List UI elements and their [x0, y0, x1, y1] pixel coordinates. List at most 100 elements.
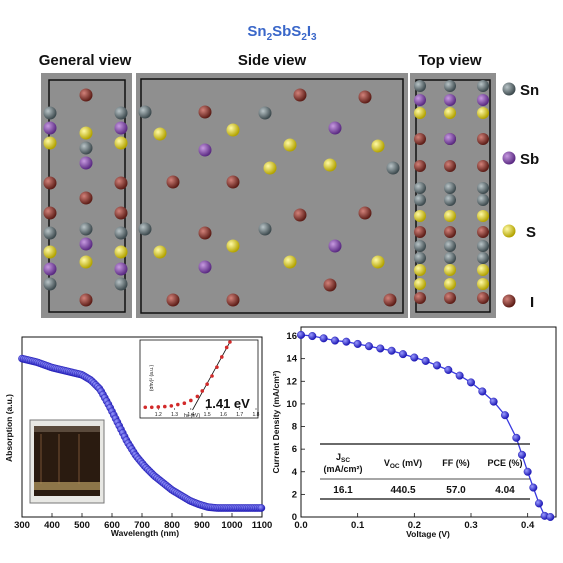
atom-s [79, 255, 93, 269]
jv-y-tick-label: 6 [292, 444, 297, 455]
absorption-x-tick-label: 900 [194, 520, 210, 531]
tauc-data-point [224, 345, 229, 350]
jv-y-tick-label: 14 [286, 354, 297, 365]
atom-i [414, 226, 426, 238]
absorption-x-tick-label: 500 [74, 520, 90, 531]
atom-s [477, 107, 489, 119]
atom-s [283, 138, 297, 152]
atom-sb [43, 262, 57, 276]
atom-i [444, 292, 456, 304]
atom-s [153, 127, 167, 141]
atom-i [79, 191, 93, 205]
jv-data-point [399, 350, 408, 359]
tauc-data-point [149, 405, 154, 410]
absorption-x-tick-label: 400 [44, 520, 60, 531]
jv-data-point [518, 450, 527, 459]
tauc-data-point [210, 374, 214, 378]
atom-i [477, 133, 489, 145]
jv-data-point [365, 342, 374, 351]
jv-y-tick-label: 2 [292, 489, 297, 500]
absorption-x-tick-label: 1000 [221, 520, 242, 531]
atom-i [444, 160, 456, 172]
atom-i [358, 206, 372, 220]
atom-sn [444, 240, 456, 252]
tauc-data-point [220, 355, 224, 359]
jv-y-tick-label: 4 [292, 467, 298, 478]
jv-x-label: Voltage (V) [406, 529, 450, 539]
atom-sb [444, 94, 456, 106]
atom-sn [138, 222, 152, 236]
atom-s [43, 245, 57, 259]
tauc-data-point [163, 404, 167, 409]
atom-sn [477, 252, 489, 264]
jv-data-point [444, 365, 453, 374]
legend-label-i: I [530, 294, 534, 311]
tauc-data-point [228, 340, 232, 344]
atom-s [414, 107, 426, 119]
legend-swatch-i [502, 294, 516, 308]
table-header-jsc: JSC [336, 452, 350, 464]
table-value-voc: 440.5 [390, 485, 415, 496]
jv-data-point [501, 411, 510, 420]
atom-s [153, 245, 167, 259]
atom-i [198, 105, 212, 119]
jv-y-tick-label: 12 [286, 376, 297, 387]
jv-data-point [297, 330, 306, 339]
general-view-panel [41, 73, 132, 318]
atom-i [226, 175, 240, 189]
atom-s [283, 255, 297, 269]
jv-y-tick-label: 8 [292, 422, 297, 433]
atom-s [444, 278, 456, 290]
atom-sn [258, 106, 272, 120]
atom-sn [444, 182, 456, 194]
table-header-pce: PCE (%) [487, 458, 522, 468]
jv-data-point [331, 336, 340, 345]
general-view-label: General view [39, 52, 132, 69]
top-view-label: Top view [418, 52, 481, 69]
jv-data-point [319, 334, 328, 343]
atom-i [198, 226, 212, 240]
atom-s [444, 210, 456, 222]
tauc-inset: 1.2 1.3 1.4 1.5 1.6 1.7 1.8 1.41 eV (αhν)² (a.… [139, 339, 260, 419]
jv-data-point [421, 356, 430, 365]
tauc-data-point [195, 394, 200, 399]
atom-sb [114, 121, 128, 135]
atom-s [323, 158, 337, 172]
atom-s [263, 161, 277, 175]
atom-sn [414, 240, 426, 252]
atom-s [477, 210, 489, 222]
atom-i [414, 133, 426, 145]
jv-y-label: Current Density (mA/cm²) [271, 370, 281, 473]
legend-label-sn: Sn [520, 82, 539, 99]
atom-legend: Sn Sb S I [502, 82, 539, 311]
legend-swatch-sb [502, 151, 516, 165]
atom-sn [414, 194, 426, 206]
atom-i [166, 175, 180, 189]
jv-data-point [455, 371, 464, 380]
jv-data-point [387, 346, 396, 355]
atom-s [114, 245, 128, 259]
tauc-data-point [143, 405, 148, 410]
atom-i [477, 292, 489, 304]
atom-s [371, 139, 385, 153]
jv-y-tick-label: 0 [292, 512, 297, 523]
atom-sb [477, 94, 489, 106]
tauc-data-point [200, 389, 205, 393]
atom-sb [328, 239, 342, 253]
atom-i [114, 176, 128, 190]
atom-s [414, 210, 426, 222]
atom-sn [114, 277, 128, 291]
jv-data-point [535, 499, 544, 508]
atom-sn [79, 141, 93, 155]
atom-s [414, 264, 426, 276]
table-header-ff: FF (%) [442, 458, 470, 468]
jv-chart: 0 2 4 6 8 10 12 14 16 0.0 0.1 0.2 0.3 0.4 Current De… [271, 326, 557, 539]
atom-i [323, 278, 337, 292]
tauc-data-point [169, 404, 174, 408]
tauc-x-tick-label: 1.4 [187, 412, 194, 418]
atom-sb [444, 133, 456, 145]
atom-i [293, 208, 307, 222]
atom-sn [114, 106, 128, 120]
atom-sb [328, 121, 342, 135]
jv-data-point [342, 337, 351, 346]
